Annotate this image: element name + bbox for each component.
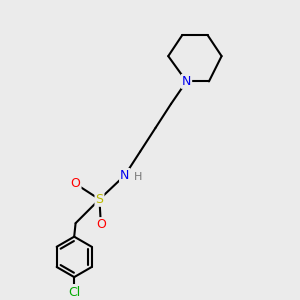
Text: S: S bbox=[95, 193, 104, 206]
Text: Cl: Cl bbox=[68, 286, 80, 299]
Text: O: O bbox=[71, 177, 80, 190]
Text: N: N bbox=[182, 75, 191, 88]
Text: O: O bbox=[96, 218, 106, 231]
Text: H: H bbox=[134, 172, 142, 182]
Text: N: N bbox=[120, 169, 129, 182]
